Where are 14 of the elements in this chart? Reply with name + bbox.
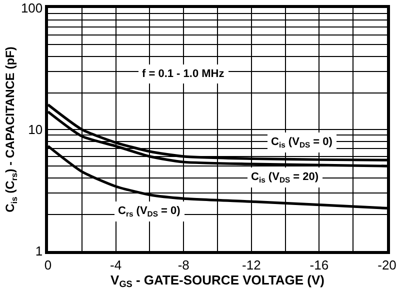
x-tick-label: -4 — [110, 257, 122, 272]
x-tick-label: -12 — [242, 257, 261, 272]
x-tick-label: -8 — [178, 257, 190, 272]
series-label: C$_{rs}$ (V$_{DS}$ = 0) — [118, 205, 181, 218]
series-label: C$_{is}$ (V$_{DS}$ = 20) — [251, 171, 319, 184]
x-axis-title: V$_{GS}$ - GATE-SOURCE VOLTAGE (V) — [110, 272, 324, 290]
series-label: C$_{is}$ (V$_{DS}$ = 0) — [271, 136, 333, 150]
annotation: f = 0.1 - 1.0 MHz — [142, 68, 225, 80]
x-tick-label: -16 — [310, 257, 329, 272]
y-tick-label: 1 — [35, 244, 43, 259]
x-tick-label: -20 — [378, 257, 396, 272]
x-tick-label: 0 — [44, 257, 52, 272]
y-tick-label: 100 — [20, 0, 43, 16]
y-tick-label: 10 — [28, 122, 43, 138]
